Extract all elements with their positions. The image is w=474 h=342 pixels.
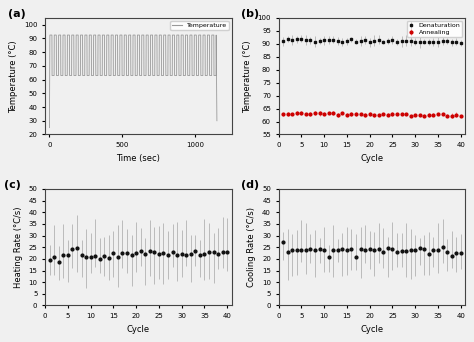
Y-axis label: Temperature (°C): Temperature (°C) bbox=[243, 40, 252, 113]
Y-axis label: Cooling Rate (°C/s): Cooling Rate (°C/s) bbox=[247, 207, 256, 287]
X-axis label: Cycle: Cycle bbox=[360, 154, 383, 163]
Legend: Temperature: Temperature bbox=[171, 21, 228, 30]
X-axis label: Time (sec): Time (sec) bbox=[117, 154, 160, 163]
Y-axis label: Temperature (°C): Temperature (°C) bbox=[9, 40, 18, 113]
Text: (b): (b) bbox=[241, 9, 259, 18]
Text: (d): (d) bbox=[241, 180, 259, 189]
Legend: Denaturation, Annealing: Denaturation, Annealing bbox=[407, 21, 462, 37]
X-axis label: Cycle: Cycle bbox=[127, 325, 150, 334]
X-axis label: Cycle: Cycle bbox=[360, 325, 383, 334]
Text: (a): (a) bbox=[8, 9, 26, 18]
Y-axis label: Heating Rate (°C/s): Heating Rate (°C/s) bbox=[14, 207, 23, 288]
Text: (c): (c) bbox=[4, 180, 21, 189]
